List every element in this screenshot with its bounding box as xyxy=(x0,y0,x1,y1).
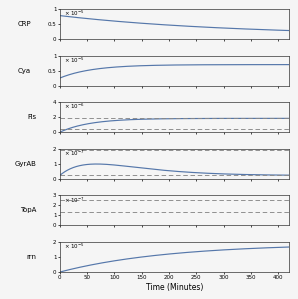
X-axis label: Time (Minutes): Time (Minutes) xyxy=(146,283,203,292)
Text: $\times\ 10^{-7}$: $\times\ 10^{-7}$ xyxy=(64,196,85,205)
Y-axis label: Cya: Cya xyxy=(18,68,31,74)
Text: $\times\ 10^{-7}$: $\times\ 10^{-7}$ xyxy=(64,149,85,158)
Text: $\times\ 10^{-5}$: $\times\ 10^{-5}$ xyxy=(64,9,85,18)
Y-axis label: CRP: CRP xyxy=(17,21,31,27)
Y-axis label: Fis: Fis xyxy=(27,114,36,120)
Text: $\times\ 10^{-5}$: $\times\ 10^{-5}$ xyxy=(64,56,85,65)
Y-axis label: rrn: rrn xyxy=(26,254,36,260)
Y-axis label: GyrAB: GyrAB xyxy=(14,161,36,167)
Text: $\times\ 10^{-6}$: $\times\ 10^{-6}$ xyxy=(64,102,85,112)
Y-axis label: TopA: TopA xyxy=(20,208,36,213)
Text: $\times\ 10^{-5}$: $\times\ 10^{-5}$ xyxy=(64,242,85,251)
